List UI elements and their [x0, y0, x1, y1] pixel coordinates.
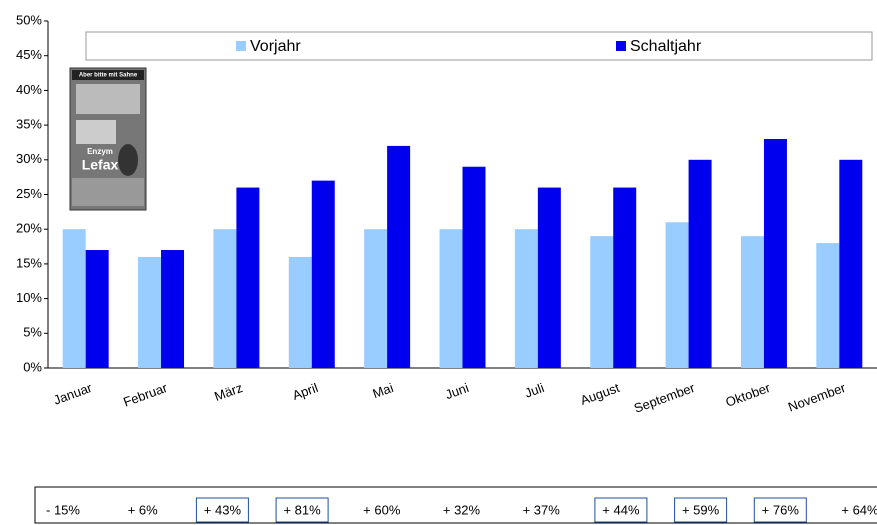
- bar: [213, 229, 236, 368]
- bar: [463, 167, 486, 368]
- x-tick-label: September: [632, 380, 698, 416]
- ad-textblock: [76, 120, 116, 144]
- legend-swatch: [616, 41, 626, 51]
- ad-brand: Lefax: [82, 157, 119, 173]
- y-tick-label: 45%: [16, 47, 42, 62]
- bar: [161, 250, 184, 368]
- bar: [741, 236, 764, 368]
- y-tick-label: 30%: [16, 151, 42, 166]
- chart: Aber bitte mit Sahne Enzym Lefax 0% 5% 10%…: [0, 0, 877, 525]
- bar: [86, 250, 109, 368]
- ad-image: Aber bitte mit Sahne Enzym Lefax: [70, 68, 146, 210]
- annotation: + 81%: [283, 502, 321, 517]
- y-tick-label: 25%: [16, 186, 42, 201]
- bar: [689, 160, 712, 368]
- bar: [236, 188, 259, 368]
- bar: [515, 229, 538, 368]
- y-tick-label: 35%: [16, 117, 42, 132]
- bar: [312, 181, 335, 368]
- bar: [440, 229, 463, 368]
- annotation: + 59%: [682, 502, 720, 517]
- annotation: + 37%: [523, 502, 561, 517]
- annotation: + 32%: [443, 502, 481, 517]
- x-tick-label: Mai: [371, 380, 396, 401]
- y-tick-label: 40%: [16, 82, 42, 97]
- bar: [387, 146, 410, 368]
- y-tick-label: 0%: [23, 359, 42, 374]
- bar: [816, 243, 839, 368]
- x-tick-label: Juni: [443, 380, 471, 402]
- bar: [138, 257, 161, 368]
- legend-label: Schaltjahr: [630, 38, 702, 55]
- bar: [538, 188, 561, 368]
- annotation: + 44%: [602, 502, 640, 517]
- x-tick-label: Februar: [121, 380, 170, 410]
- x-tick-label: Juli: [523, 380, 547, 401]
- annotation: + 60%: [363, 502, 401, 517]
- annotation: - 15%: [46, 502, 80, 517]
- annotation: + 43%: [204, 502, 242, 517]
- annotation: + 64%: [841, 502, 877, 517]
- ad-footer: [72, 178, 144, 206]
- annotation: + 76%: [762, 502, 800, 517]
- ad-figure: [118, 144, 138, 176]
- y-tick-label: 50%: [16, 12, 42, 27]
- bar: [289, 257, 312, 368]
- y-tick-label: 10%: [16, 290, 42, 305]
- bar: [839, 160, 862, 368]
- ad-headline: Aber bitte mit Sahne: [79, 73, 138, 79]
- y-tick-label: 20%: [16, 221, 42, 236]
- x-tick-label: Oktober: [724, 380, 773, 410]
- x-tick-label: April: [290, 380, 320, 403]
- y-tick-label: 15%: [16, 255, 42, 270]
- bar: [764, 139, 787, 368]
- bar: [666, 222, 689, 368]
- annotation: + 6%: [128, 502, 158, 517]
- x-tick-label: November: [786, 380, 848, 415]
- x-tick-label: August: [578, 380, 622, 408]
- x-tick-label: März: [212, 380, 244, 404]
- bar: [63, 229, 86, 368]
- bar: [613, 188, 636, 368]
- legend-label: Vorjahr: [250, 38, 301, 55]
- x-tick-label: Januar: [51, 380, 94, 408]
- legend-swatch: [236, 41, 246, 51]
- bar: [364, 229, 387, 368]
- ad-photo: [76, 84, 140, 114]
- legend-box: [86, 32, 872, 60]
- y-tick-label: 5%: [23, 325, 42, 340]
- bar: [590, 236, 613, 368]
- ad-brand-line: Enzym: [87, 147, 113, 156]
